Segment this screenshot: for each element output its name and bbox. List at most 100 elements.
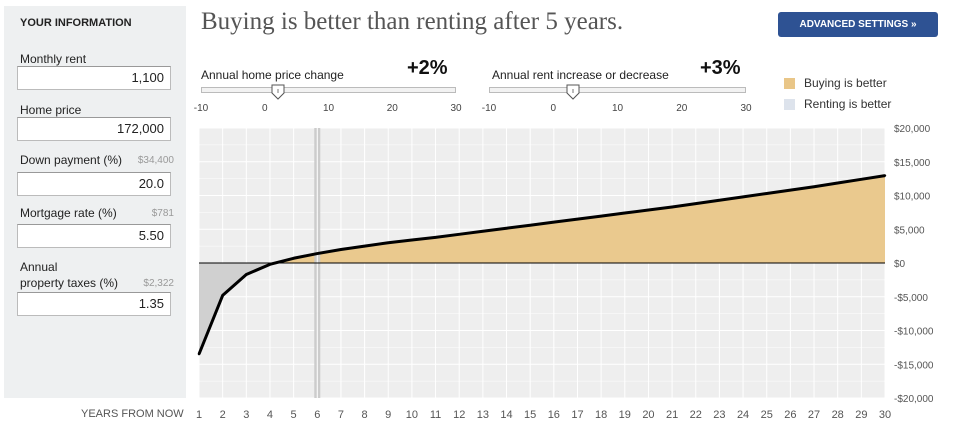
data-point	[741, 195, 745, 199]
data-point	[647, 208, 650, 212]
y-tick-label: -$5,000	[894, 293, 928, 304]
x-tick-label: 6	[314, 409, 320, 421]
slider-tick-label: 10	[611, 103, 624, 114]
data-point	[363, 244, 366, 248]
data-point	[505, 227, 508, 230]
x-tick-label: 11	[430, 409, 441, 421]
y-tick-label: $5,000	[894, 225, 925, 236]
rent-change-value: +3%	[700, 57, 741, 79]
y-tick-label: $20,000	[894, 124, 931, 135]
down-payment-input[interactable]: 20.0	[17, 172, 171, 196]
rent-change-scale: -10 0 10 20 30	[0, 103, 957, 115]
mortgage-payment-amount: $781	[151, 208, 174, 219]
x-tick-label: 8	[362, 409, 368, 421]
property-taxes-label-line1: Annual	[20, 260, 58, 274]
x-tick-label: 18	[595, 409, 607, 421]
slider-tick-label: 30	[450, 103, 462, 114]
x-tick-label: 15	[524, 409, 536, 421]
data-point	[268, 263, 272, 266]
data-point	[576, 217, 579, 221]
data-point	[765, 192, 768, 195]
down-payment-label: Down payment (%)	[20, 153, 123, 167]
legend-swatch-buying	[784, 78, 795, 89]
x-tick-label: 16	[548, 409, 560, 421]
x-tick-label: 20	[642, 409, 654, 421]
rent-change-handle[interactable]	[566, 84, 580, 100]
data-point	[694, 202, 697, 205]
x-tick-label: 19	[619, 409, 631, 421]
y-tick-label: -$20,000	[894, 394, 934, 405]
slider-tick-label: 20	[386, 103, 398, 114]
slider-tick-label: 10	[322, 103, 335, 114]
data-point	[812, 185, 816, 188]
x-tick-label: 1	[196, 409, 202, 421]
data-point	[245, 273, 248, 276]
advanced-settings-button[interactable]: ADVANCED SETTINGS »	[778, 12, 938, 37]
x-tick-label: 30	[879, 409, 891, 421]
legend-swatch-renting	[784, 99, 795, 110]
mortgage-rate-input[interactable]: 5.50	[17, 224, 171, 248]
property-taxes-amount: $2,322	[143, 278, 174, 289]
data-point	[197, 352, 201, 356]
data-point	[670, 205, 674, 209]
data-point	[883, 174, 887, 177]
rent-change-track[interactable]	[489, 87, 746, 93]
property-taxes-label-line2: property taxes (%)	[20, 276, 119, 290]
x-axis-title: YEARS FROM NOW	[81, 408, 184, 420]
monthly-rent-label: Monthly rent	[20, 52, 87, 66]
slider-tick-label: 20	[676, 103, 688, 114]
buying-advantage-line	[197, 174, 886, 355]
data-point	[339, 248, 343, 251]
data-point	[860, 178, 863, 181]
slider-tick-label: 30	[740, 103, 752, 114]
data-point	[221, 294, 224, 297]
your-information-panel: YOUR INFORMATION Monthly rent 1,100 Home…	[4, 6, 186, 398]
property-taxes-input[interactable]: 1.35	[17, 292, 171, 316]
data-point	[481, 230, 485, 233]
y-tick-label: -$10,000	[894, 327, 934, 338]
data-point	[387, 241, 390, 244]
home-price-change-scale: -10 0 10 20 30	[0, 103, 957, 115]
slider-tick-label: 0	[550, 103, 557, 114]
data-point	[623, 211, 626, 215]
x-tick-label: 7	[338, 409, 344, 421]
data-point	[458, 233, 461, 236]
data-point	[836, 181, 839, 185]
x-tick-label: 5	[291, 409, 297, 421]
y-tick-label: $10,000	[894, 192, 931, 203]
slider-tick-label: -10	[193, 103, 209, 114]
x-tick-label: 3	[243, 409, 249, 421]
x-tick-label: 23	[713, 409, 725, 421]
x-tick-label: 4	[267, 409, 273, 421]
y-tick-label: $15,000	[894, 158, 931, 169]
x-tick-label: 2	[220, 409, 226, 421]
legend-label-renting: Renting is better	[804, 97, 892, 111]
home-price-change-value: +2%	[407, 57, 448, 79]
x-tick-label: 24	[737, 409, 749, 421]
monthly-rent-input[interactable]: 1,100	[17, 66, 171, 90]
home-price-change-track[interactable]	[201, 87, 456, 93]
y-tick-label: -$15,000	[894, 360, 934, 371]
slider-tick-label: -10	[481, 103, 497, 114]
your-information-title: YOUR INFORMATION	[20, 17, 132, 29]
data-point	[292, 257, 295, 260]
legend-label-buying: Buying is better	[804, 76, 887, 90]
data-point	[410, 238, 414, 242]
home-price-change-handle[interactable]	[271, 84, 285, 100]
x-tick-label: 29	[855, 409, 867, 421]
home-price-change-label: Annual home price change	[201, 68, 344, 82]
x-tick-label: 28	[832, 409, 844, 421]
down-payment-amount: $34,400	[137, 155, 174, 166]
data-point	[552, 220, 556, 224]
x-tick-label: 21	[666, 409, 678, 421]
x-tick-label: 26	[784, 409, 796, 421]
x-tick-label: 25	[761, 409, 773, 421]
data-point	[599, 214, 603, 218]
x-tick-label: 27	[808, 409, 820, 421]
data-point	[528, 224, 532, 227]
x-tick-label: 17	[571, 409, 583, 421]
data-point	[789, 188, 792, 192]
x-tick-label: 14	[500, 409, 512, 421]
home-price-input[interactable]: 172,000	[17, 117, 171, 141]
